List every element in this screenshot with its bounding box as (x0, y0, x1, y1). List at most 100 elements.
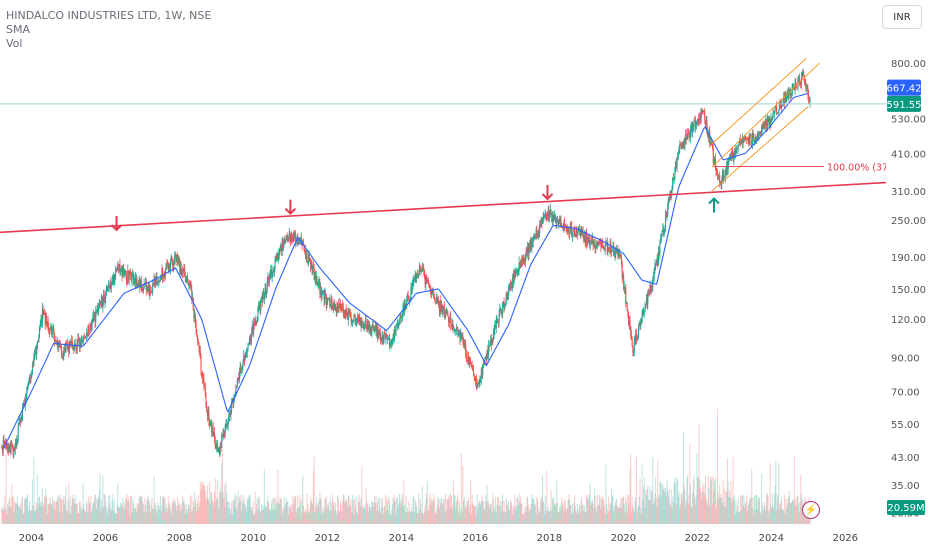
candle-body (615, 248, 618, 253)
candle-body (571, 235, 573, 237)
volume-bar (280, 499, 282, 524)
candle-body (349, 313, 351, 315)
candle-body (485, 357, 487, 358)
volume-bar (147, 497, 149, 524)
volume-bar (501, 501, 503, 524)
volume-bar (262, 505, 264, 524)
candle-body (354, 317, 356, 323)
candle-body (292, 239, 294, 241)
candle-body (682, 141, 684, 147)
volume-bar (11, 496, 14, 524)
time-axis[interactable]: 2004 2006 2008 2010 2012 2014 2016 2018 2020 2022… (19, 533, 858, 544)
candle-body (751, 133, 753, 145)
candle-body (6, 443, 9, 448)
candle-body (231, 398, 233, 402)
volume-bar (657, 494, 660, 524)
volume-bar (642, 500, 644, 524)
sma-indicator-label[interactable]: SMA (6, 23, 30, 36)
candle-body (201, 372, 203, 374)
candle-body (238, 377, 240, 381)
volume-bar (254, 491, 256, 524)
volume-bar (571, 513, 573, 524)
volume-bar (334, 509, 336, 524)
candle-body (167, 263, 169, 265)
candle-body (9, 446, 11, 452)
volume-bar (426, 493, 428, 524)
volume-bar (477, 503, 480, 524)
candle-body (148, 282, 150, 295)
volume-bar (450, 495, 453, 524)
volume-bar (709, 506, 711, 524)
volume-bar (691, 508, 693, 524)
candle-body (97, 308, 99, 313)
candle-body (264, 288, 266, 295)
volume-bar (219, 487, 221, 524)
candle-body (345, 310, 347, 312)
candle-body (122, 266, 124, 278)
volume-bar (795, 498, 797, 524)
volume-bar (108, 496, 110, 524)
volume-bar (285, 498, 287, 524)
volume-bar (41, 502, 43, 524)
candle-body (60, 344, 62, 347)
candle-body (43, 311, 46, 313)
volume-bar (703, 483, 705, 524)
volume-bar (527, 504, 529, 524)
volume-bar (173, 497, 175, 524)
price-axis[interactable]: 800.00530.00410.00310.00250.00190.00150.… (887, 59, 927, 519)
candle-body (36, 348, 38, 355)
currency-button[interactable]: INR (882, 5, 922, 29)
volume-bar (661, 483, 663, 524)
channel-line-upper[interactable] (711, 57, 807, 145)
volume-bar (704, 475, 706, 524)
channel-line-middle[interactable] (711, 62, 820, 168)
volume-bar (650, 500, 652, 524)
candle-body (32, 364, 34, 366)
volume-bar (662, 485, 664, 524)
candle-body (175, 254, 177, 262)
candle-body (426, 277, 428, 283)
volume-bar (679, 503, 682, 524)
channel-line-lower[interactable] (711, 106, 809, 192)
volume-bar (534, 505, 536, 524)
volume-bar (27, 511, 29, 524)
candle-body (341, 305, 343, 309)
candle-body (147, 287, 149, 292)
candle-body (719, 181, 721, 183)
candle-body (343, 311, 345, 315)
candle-body (46, 316, 48, 324)
symbol-title[interactable]: HINDALCO INDUSTRIES LTD, 1W, NSE (6, 9, 212, 22)
candle-body (644, 307, 646, 312)
volume-bar (168, 503, 170, 524)
candle-body (157, 281, 159, 283)
candle-body (80, 337, 83, 342)
volume-bar (776, 494, 778, 524)
resistance-trendline[interactable] (0, 181, 887, 234)
volume-bar (218, 492, 221, 524)
volume-indicator-label[interactable]: Vol (6, 37, 23, 50)
candle-body (723, 175, 725, 181)
volume-bar (411, 511, 413, 524)
candle-body (724, 175, 726, 177)
candle-body (392, 335, 394, 343)
candle-body (699, 113, 701, 121)
candle-body (574, 235, 576, 237)
candle-body (4, 442, 6, 445)
volume-bar (497, 498, 499, 524)
volume-bar (247, 501, 249, 524)
candle-body (428, 284, 430, 289)
volume-bar (443, 498, 445, 524)
candle-body (66, 342, 68, 349)
candle-body (174, 254, 176, 265)
candle-body (252, 326, 254, 332)
candle-body (776, 106, 778, 114)
volume-bar (713, 491, 715, 524)
volume-bar (565, 509, 567, 524)
volume-bar (347, 495, 349, 524)
lightning-icon[interactable]: ⚡ (802, 501, 820, 519)
candle-body (241, 368, 243, 370)
candle-body (802, 71, 804, 76)
candle-body (320, 287, 322, 298)
candle-body (564, 225, 566, 226)
